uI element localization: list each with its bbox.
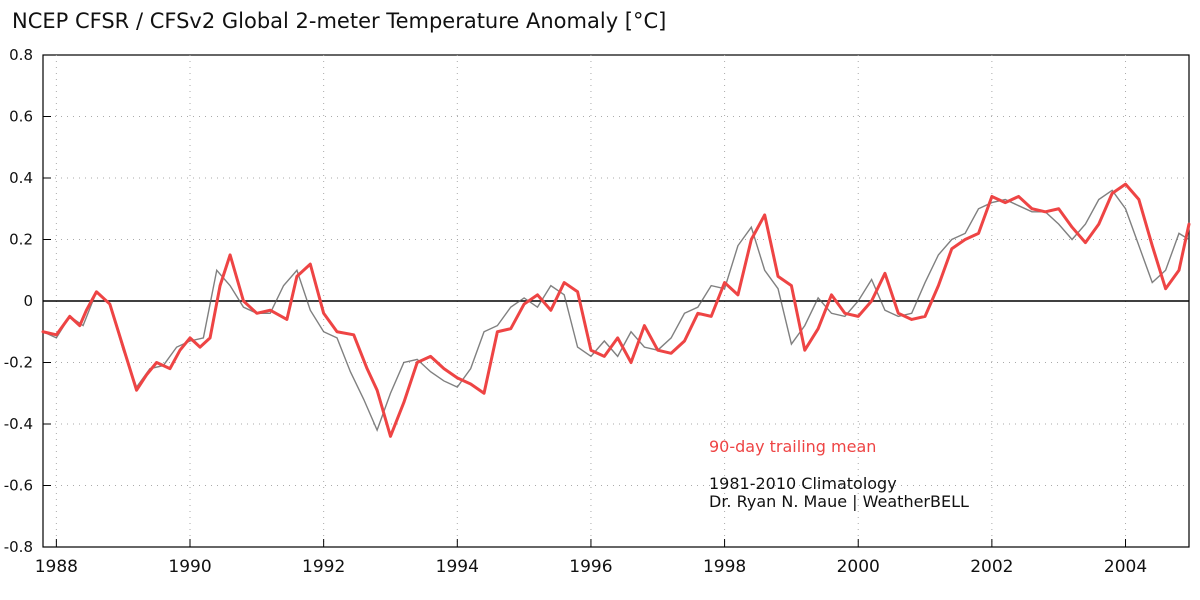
y-tick-label-5: 0.2	[9, 231, 33, 249]
x-tick-label-0: 1988	[35, 557, 78, 577]
x-tick-label-6: 2000	[837, 557, 880, 577]
y-tick-label-4: 0	[23, 292, 33, 310]
x-tick-layer: 1988 1990 1992 1994 1996 1998 2000 2002 2004	[35, 539, 1147, 577]
y-tick-label-8: 0.8	[9, 46, 33, 64]
y-tick-label-7: 0.6	[9, 108, 33, 126]
y-tick-layer: -0.8 -0.6 -0.4 -0.2 0 0.2 0.4 0.6 0.8	[4, 46, 51, 556]
y-tick-label-6: 0.4	[9, 169, 33, 187]
y-tick-label-2: -0.4	[4, 415, 33, 433]
x-tick-label-5: 1998	[703, 557, 746, 577]
x-tick-label-1: 1990	[168, 557, 211, 577]
x-tick-label-4: 1996	[569, 557, 612, 577]
chart-title: NCEP CFSR / CFSv2 Global 2-meter Tempera…	[12, 9, 666, 33]
x-tick-label-7: 2002	[970, 557, 1013, 577]
y-tick-label-1: -0.6	[4, 477, 33, 495]
mean-series-layer	[41, 182, 1191, 438]
y-tick-label-3: -0.2	[4, 354, 33, 372]
x-tick-label-2: 1992	[302, 557, 345, 577]
climatology-label: 1981-2010 Climatology	[709, 474, 897, 493]
legend-mean-label: 90-day trailing mean	[709, 437, 876, 456]
x-tick-label-3: 1994	[436, 557, 479, 577]
mean-series-line	[41, 182, 1191, 438]
x-tick-label-8: 2004	[1104, 557, 1147, 577]
y-tick-label-0: -0.8	[4, 538, 33, 556]
credit-label: Dr. Ryan N. Maue | WeatherBELL	[709, 492, 969, 511]
